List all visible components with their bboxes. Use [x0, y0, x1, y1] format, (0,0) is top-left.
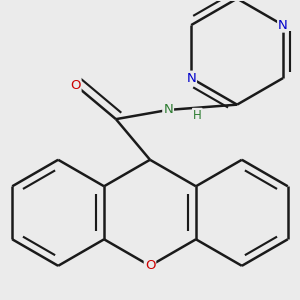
- Text: O: O: [70, 79, 80, 92]
- Text: N: N: [163, 103, 173, 116]
- Text: N: N: [186, 72, 196, 85]
- Text: H: H: [193, 109, 202, 122]
- Text: O: O: [145, 259, 155, 272]
- Text: N: N: [278, 19, 288, 32]
